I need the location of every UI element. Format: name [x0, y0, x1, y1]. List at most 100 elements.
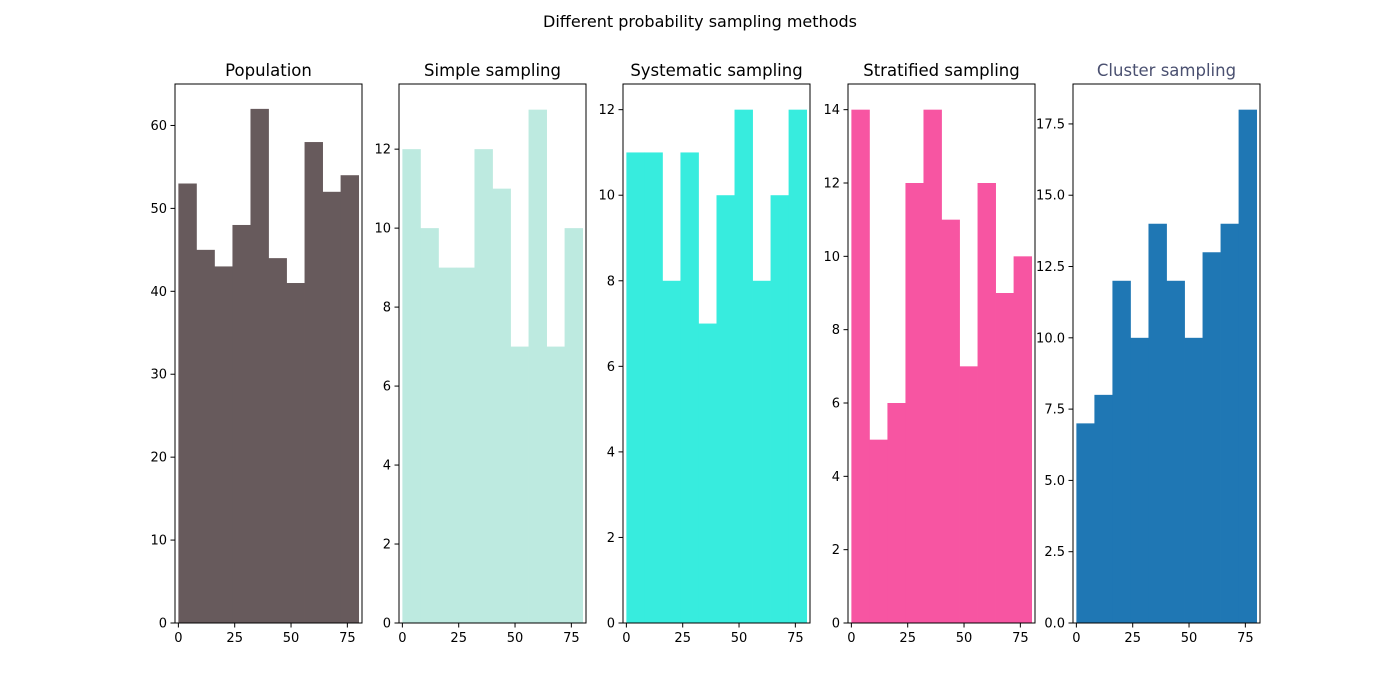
y-tick-label: 10 [374, 222, 391, 237]
histogram-bar [528, 109, 547, 623]
histogram-bar [905, 183, 924, 623]
figure-title: Different probability sampling methods [543, 12, 857, 31]
histogram-bar [510, 346, 529, 623]
x-tick-label: 75 [339, 631, 356, 646]
y-tick-label: 0 [832, 617, 840, 632]
histogram-bar [564, 228, 584, 623]
histogram-bar [1013, 256, 1033, 623]
histogram-bar [851, 109, 870, 623]
histogram-bar [698, 323, 717, 623]
subplot-title: Cluster sampling [1097, 61, 1236, 80]
y-tick-label: 12 [823, 177, 840, 192]
histogram-bar [959, 366, 978, 623]
y-tick-label: 0 [159, 617, 167, 632]
histogram-bar [1094, 394, 1113, 623]
subplot-2: 0 25 50 75 0 2 4 6 8 10 12 Simple sampling [374, 61, 587, 646]
x-tick-label: 0 [1072, 631, 1080, 646]
axes-frame [1072, 83, 1261, 624]
y-tick-label: 6 [832, 397, 840, 412]
y-tick-label: 14 [823, 103, 840, 118]
histogram-bar [1148, 223, 1167, 624]
histogram-bar [995, 293, 1014, 623]
histogram-bar [286, 283, 305, 623]
x-tick-label: 75 [1012, 631, 1029, 646]
histogram-bar [923, 109, 942, 623]
histogram-bar [250, 108, 269, 623]
y-tick-label: 12 [598, 103, 615, 118]
x-tick-label: 75 [787, 631, 804, 646]
histogram-bar [1220, 223, 1239, 624]
y-tick-label: 6 [383, 380, 391, 395]
histogram-bar [662, 280, 681, 623]
x-tick-label: 50 [283, 631, 300, 646]
axes-frame [622, 83, 811, 624]
histogram-bar [232, 224, 251, 623]
axes-frame [398, 83, 587, 624]
x-tick-label: 50 [1181, 631, 1198, 646]
y-tick-label: 4 [383, 459, 391, 474]
x-tick-label: 50 [507, 631, 524, 646]
y-tick-label: 20 [150, 451, 167, 466]
histogram-bar [402, 149, 421, 623]
y-tick-label: 10.0 [1036, 331, 1065, 346]
subplot-title: Population [225, 61, 312, 80]
x-tick-label: 0 [174, 631, 182, 646]
y-tick-label: 8 [832, 323, 840, 338]
histogram-bar [1166, 280, 1185, 623]
x-tick-label: 25 [899, 631, 916, 646]
y-tick-label: 0.0 [1044, 617, 1065, 632]
y-tick-label: 10 [823, 250, 840, 265]
x-tick-label: 25 [1124, 631, 1141, 646]
x-tick-label: 75 [563, 631, 580, 646]
y-tick-label: 2 [832, 543, 840, 558]
histogram-bar [626, 152, 645, 623]
y-tick-label: 8 [383, 301, 391, 316]
y-tick-label: 4 [832, 470, 840, 485]
y-tick-label: 10 [598, 189, 615, 204]
histogram-bar [1130, 337, 1149, 623]
subplot-3: 0 25 50 75 0 2 4 6 8 10 12 Systematic sampling [598, 61, 811, 646]
y-tick-label: 2 [383, 538, 391, 553]
histogram-bar [869, 439, 888, 623]
y-tick-label: 12 [374, 143, 391, 158]
histogram-bar [680, 152, 699, 623]
x-tick-label: 25 [226, 631, 243, 646]
histogram-bar [304, 142, 323, 624]
histogram-bar [1202, 252, 1221, 623]
y-tick-label: 0 [607, 617, 615, 632]
x-tick-label: 0 [622, 631, 630, 646]
histogram-bar [474, 149, 493, 623]
histogram-bar [1076, 423, 1095, 623]
histogram-bar [788, 109, 808, 623]
subplot-title: Stratified sampling [863, 61, 1020, 80]
y-tick-label: 40 [150, 285, 167, 300]
histogram-bar [644, 152, 663, 623]
axes-frame [847, 83, 1036, 624]
subplot-title: Simple sampling [424, 61, 561, 80]
histogram-bar [1238, 109, 1258, 623]
histogram-bar [438, 267, 457, 623]
histogram-bar [214, 266, 233, 623]
subplot-5: 0 25 50 75 0.0 2.5 5.0 7.5 10.0 12.5 15.0 17.5 Clust… [1036, 61, 1261, 646]
histogram-bar [322, 191, 341, 624]
histogram-bar [492, 188, 511, 623]
histogram-bar [420, 228, 439, 623]
histogram-bar [977, 183, 996, 623]
subplot-4: 0 25 50 75 0 2 4 6 8 10 12 14 Stratified sampling [823, 61, 1036, 646]
x-tick-label: 75 [1237, 631, 1254, 646]
histogram-bar [716, 195, 735, 623]
y-tick-label: 5.0 [1044, 474, 1065, 489]
histogram-bar [734, 109, 753, 623]
subplot-title: Systematic sampling [630, 61, 802, 80]
histogram-bar [752, 280, 771, 623]
y-tick-label: 4 [607, 445, 615, 460]
x-tick-label: 50 [956, 631, 973, 646]
axes-frame [174, 83, 363, 624]
histogram-bar [546, 346, 565, 623]
y-tick-label: 10 [150, 534, 167, 549]
y-tick-label: 50 [150, 202, 167, 217]
y-tick-label: 2.5 [1044, 545, 1065, 560]
histogram-bar [887, 403, 906, 623]
x-tick-label: 25 [674, 631, 691, 646]
